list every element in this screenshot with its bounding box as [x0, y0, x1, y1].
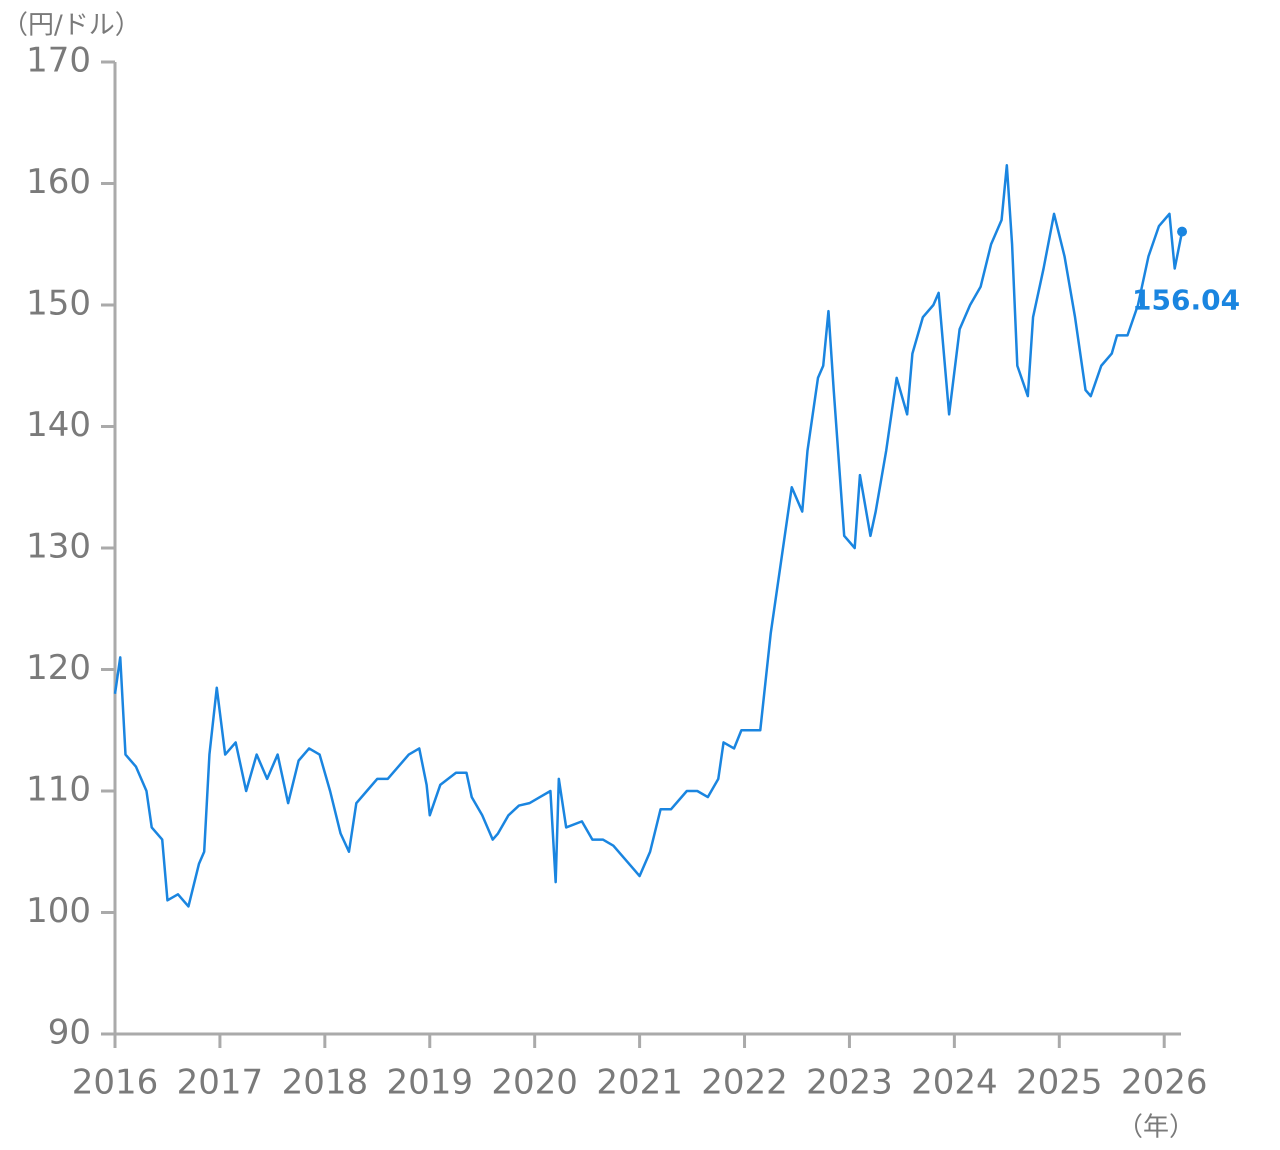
end-point	[1177, 226, 1188, 237]
line	[113, 164, 1184, 908]
x-tick-label: 2021	[596, 1063, 683, 1103]
x-tick-label: 2024	[911, 1063, 998, 1103]
x-tick-label: 2020	[491, 1063, 578, 1103]
y-tick-label: 100	[26, 891, 91, 931]
y-tick-label: 140	[26, 405, 91, 445]
x-tick-label: 2022	[701, 1063, 788, 1103]
y-tick-label: 120	[26, 648, 91, 688]
x-tick-label: 2019	[386, 1063, 473, 1103]
y-tick-label: 160	[26, 162, 91, 202]
y-tick-label: 130	[26, 527, 91, 567]
x-tick-label: 2025	[1016, 1063, 1103, 1103]
x-tick-label: 2026	[1121, 1063, 1208, 1103]
y-tick-label: 110	[26, 770, 91, 810]
value-label: 156.04	[1132, 284, 1240, 317]
x-tick-label: 2018	[282, 1063, 369, 1103]
x-tick-label: 2023	[806, 1063, 893, 1103]
y-tick-label: 90	[48, 1013, 91, 1053]
y-tick-label: 150	[26, 284, 91, 324]
y-tick-label: 170	[26, 41, 91, 81]
y-axis-label: （円/ドル）	[2, 11, 141, 41]
x-tick-label: 2017	[177, 1063, 264, 1103]
x-tick-label: 2016	[72, 1063, 159, 1103]
x-axis-label: （年）	[1117, 1113, 1195, 1143]
